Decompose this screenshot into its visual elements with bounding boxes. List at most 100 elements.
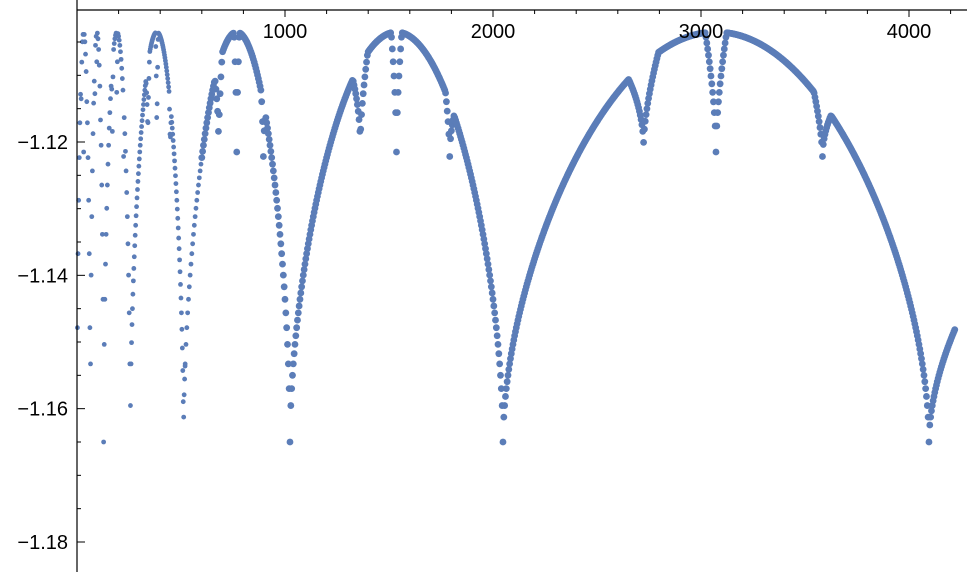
data-point bbox=[816, 124, 824, 131]
data-point bbox=[108, 96, 113, 102]
data-point bbox=[363, 58, 370, 66]
data-point bbox=[497, 385, 505, 393]
data-point bbox=[358, 100, 366, 107]
data-point bbox=[922, 385, 930, 393]
data-point bbox=[123, 168, 129, 174]
data-point bbox=[263, 119, 271, 127]
data-point bbox=[501, 402, 509, 409]
data-point bbox=[200, 141, 207, 149]
x-tick-label: 1000 bbox=[263, 21, 308, 43]
data-point bbox=[644, 100, 652, 107]
data-point bbox=[124, 190, 130, 195]
data-point bbox=[211, 77, 219, 85]
data-point bbox=[189, 251, 195, 257]
data-point bbox=[101, 439, 107, 445]
data-point bbox=[98, 117, 103, 123]
data-point bbox=[183, 342, 189, 347]
data-point bbox=[503, 378, 511, 386]
data-point bbox=[89, 214, 95, 220]
data-point bbox=[296, 295, 304, 303]
data-point bbox=[709, 88, 717, 96]
data-point bbox=[361, 73, 369, 81]
data-point bbox=[95, 36, 101, 42]
data-point bbox=[396, 58, 404, 66]
data-point bbox=[708, 80, 716, 88]
data-point bbox=[294, 309, 302, 317]
data-point bbox=[181, 414, 187, 420]
data-point bbox=[134, 204, 139, 210]
data-point bbox=[359, 90, 367, 98]
data-point bbox=[133, 222, 139, 228]
data-point bbox=[267, 147, 275, 155]
data-point bbox=[155, 64, 161, 70]
data-point bbox=[716, 80, 724, 88]
data-point bbox=[136, 163, 142, 169]
data-point bbox=[352, 90, 360, 98]
data-point bbox=[132, 232, 138, 238]
x-tick-label: 2000 bbox=[471, 21, 516, 43]
data-point bbox=[265, 135, 273, 143]
data-point bbox=[168, 114, 174, 120]
data-point bbox=[93, 42, 98, 48]
data-point bbox=[173, 189, 179, 195]
data-point bbox=[269, 160, 276, 168]
data-point bbox=[276, 230, 284, 238]
data-point bbox=[103, 261, 108, 267]
data-point bbox=[141, 102, 146, 107]
data-point bbox=[484, 260, 492, 268]
data-point bbox=[234, 88, 241, 96]
data-point bbox=[106, 142, 112, 148]
data-point bbox=[927, 413, 935, 421]
data-point bbox=[136, 156, 142, 162]
data-point bbox=[114, 89, 120, 95]
data-point bbox=[175, 225, 181, 231]
data-point bbox=[122, 131, 128, 137]
data-point bbox=[702, 33, 710, 41]
data-point bbox=[126, 310, 132, 316]
data-point bbox=[169, 119, 175, 125]
data-point bbox=[492, 324, 500, 332]
data-point bbox=[921, 378, 929, 386]
data-point bbox=[199, 147, 207, 155]
data-point bbox=[97, 83, 103, 89]
data-point bbox=[282, 309, 290, 317]
data-point bbox=[502, 393, 509, 400]
data-point bbox=[146, 59, 152, 65]
data-point bbox=[145, 120, 151, 126]
data-point bbox=[814, 107, 821, 115]
data-point bbox=[274, 213, 282, 221]
data-point bbox=[102, 296, 108, 302]
data-point bbox=[175, 215, 181, 221]
data-point bbox=[88, 361, 93, 367]
data-point bbox=[120, 87, 126, 93]
data-point bbox=[494, 341, 502, 348]
data-point bbox=[99, 231, 105, 237]
data-point bbox=[198, 161, 204, 167]
data-point bbox=[235, 58, 242, 66]
data-point bbox=[286, 438, 294, 446]
data-point bbox=[715, 88, 723, 96]
data-point bbox=[710, 98, 717, 106]
data-point bbox=[264, 124, 271, 132]
y-tick-label: −1.16 bbox=[17, 399, 68, 421]
data-point bbox=[705, 58, 713, 66]
data-point bbox=[172, 158, 177, 164]
data-point bbox=[389, 58, 397, 66]
data-point bbox=[718, 65, 726, 73]
data-point bbox=[951, 326, 959, 334]
data-point bbox=[174, 206, 180, 212]
data-point bbox=[109, 128, 115, 134]
data-point bbox=[195, 190, 201, 195]
data-point bbox=[79, 59, 85, 65]
data-point bbox=[123, 148, 128, 154]
data-point bbox=[179, 326, 185, 332]
data-point bbox=[88, 272, 94, 278]
data-point bbox=[116, 33, 121, 39]
data-point bbox=[141, 97, 147, 102]
data-point bbox=[283, 324, 291, 332]
data-point bbox=[104, 182, 110, 188]
data-point bbox=[204, 114, 212, 122]
data-point bbox=[75, 251, 81, 257]
data-point bbox=[91, 78, 97, 84]
data-point bbox=[714, 109, 722, 117]
